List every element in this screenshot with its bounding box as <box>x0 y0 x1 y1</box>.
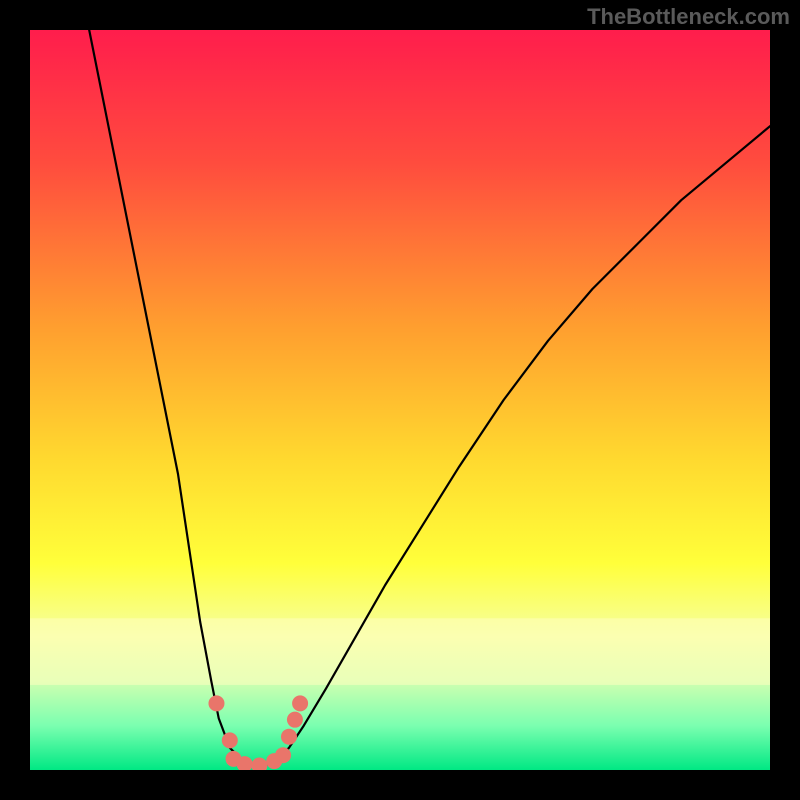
chart-svg <box>0 0 800 800</box>
watermark-text: TheBottleneck.com <box>587 4 790 30</box>
chart-canvas: { "watermark": { "text": "TheBottleneck.… <box>0 0 800 800</box>
